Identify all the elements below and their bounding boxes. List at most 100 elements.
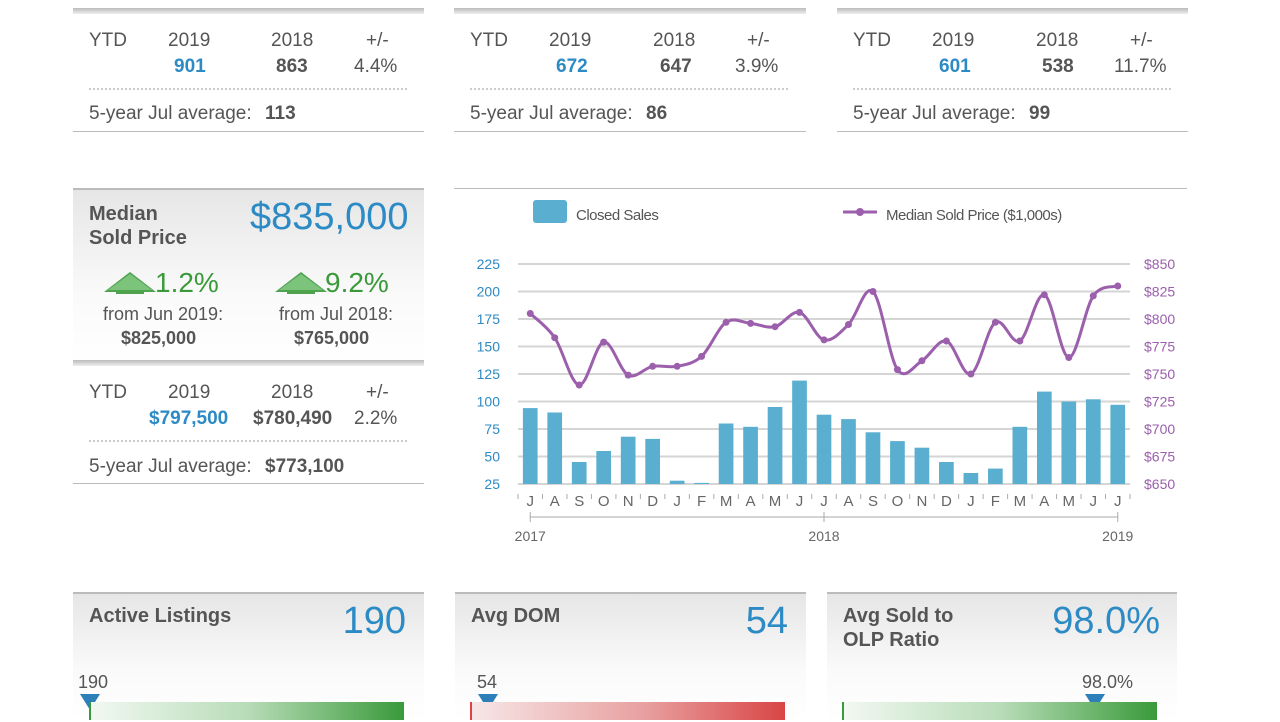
legend-line-marker — [856, 208, 864, 216]
right-axis-tick-label: $750 — [1144, 366, 1175, 382]
ytd-2019-value: 672 — [556, 56, 588, 77]
divider — [454, 131, 806, 132]
panel-top-bar — [73, 360, 424, 366]
bar — [620, 436, 636, 484]
legend-line-label: Median Sold Price ($1,000s) — [886, 207, 1062, 224]
divider — [73, 131, 424, 132]
from-last-year-label: from Jul 2018: — [279, 304, 394, 324]
bar — [694, 482, 709, 484]
bar — [743, 426, 758, 484]
from-last-month-value: $825,000 — [121, 328, 197, 348]
avg-label: 5-year Jul average: — [89, 456, 252, 477]
change-label: +/- — [366, 30, 389, 51]
ytd-change-value: 3.9% — [735, 56, 779, 77]
x-axis-tick-label: J — [820, 493, 828, 510]
card-background — [455, 592, 806, 722]
bar — [767, 407, 783, 484]
line-point — [747, 319, 755, 327]
year-2019-label: 2019 — [932, 30, 975, 51]
sales-price-chart: Closed Sales Median Sold Price ($1,000s)… — [477, 200, 1176, 544]
bar — [939, 462, 954, 484]
left-axis-tick-label: 150 — [477, 339, 501, 355]
median-price-line — [529, 284, 1119, 387]
x-axis-tick-label: M — [1014, 493, 1027, 510]
legend-bar-swatch — [533, 200, 567, 223]
line-point — [771, 323, 779, 331]
left-axis-tick-label: 200 — [477, 284, 501, 300]
ytd-change-value: 11.7% — [1114, 56, 1167, 77]
bar — [669, 480, 685, 484]
year-2019-label: 2019 — [549, 30, 592, 51]
ytd-2018-value: $780,490 — [253, 408, 333, 429]
divider — [837, 131, 1188, 132]
line-point — [1089, 292, 1097, 300]
line-point — [624, 371, 632, 379]
chart-top-divider — [454, 188, 1187, 189]
line-point — [673, 362, 681, 370]
left-axis-tick-label: 100 — [477, 394, 501, 410]
bar — [1012, 426, 1028, 484]
line-point — [1040, 291, 1048, 299]
x-axis-tick-label: D — [647, 493, 658, 510]
x-axis-tick-label: J — [673, 493, 681, 510]
left-axis-tick-label: 75 — [484, 421, 500, 437]
x-axis-tick-label: M — [769, 493, 782, 510]
change-label: +/- — [366, 382, 389, 403]
card-title-line1: Avg Sold to — [843, 605, 954, 627]
ytd-label: YTD — [89, 382, 127, 403]
ytd-2019-value: 901 — [174, 56, 206, 77]
card-value: 54 — [745, 600, 788, 642]
gauge-bar — [470, 702, 785, 720]
dotted-divider — [89, 440, 407, 442]
card-title: Avg Sold to OLP Ratio — [843, 604, 953, 652]
ytd-label: YTD — [89, 30, 127, 51]
x-axis-tick-label: A — [843, 493, 853, 510]
from-last-month-label: from Jun 2019: — [103, 304, 224, 324]
axes: 225 $850 200 $825 175 $800 150 $775 125 $750 100 $7… — [477, 256, 1176, 544]
line-point — [722, 318, 730, 326]
right-axis-tick-label: $775 — [1144, 339, 1175, 355]
up-arrow-icon — [275, 272, 327, 294]
bar — [1085, 399, 1101, 484]
line-point — [893, 366, 901, 374]
bar — [865, 432, 881, 484]
ytd-2019-value: $797,500 — [149, 408, 229, 429]
ytd-2019-value: 601 — [939, 56, 971, 77]
bar — [596, 451, 612, 484]
card-value: 190 — [342, 600, 406, 642]
ytd-change-value: 4.4% — [354, 56, 398, 77]
dotted-divider — [853, 88, 1171, 90]
x-axis-tick-label: A — [746, 493, 756, 510]
bar — [1061, 401, 1077, 484]
bar — [841, 419, 856, 484]
left-axis-tick-label: 125 — [477, 366, 501, 382]
bar — [522, 408, 538, 484]
avg-value: $773,100 — [265, 456, 345, 477]
line-point — [600, 338, 608, 346]
card-background — [827, 592, 1177, 722]
line-point — [796, 308, 804, 316]
gauge-marker-label: 54 — [477, 672, 498, 692]
change-from-last-month: 1.2% — [155, 267, 219, 298]
year-2018-label: 2018 — [271, 30, 314, 51]
panel-top-bar — [454, 8, 806, 14]
bar — [890, 441, 905, 484]
median-title-line2: Sold Price — [89, 227, 187, 249]
year-2018-label: 2018 — [1036, 30, 1079, 51]
x-axis-tick-label: A — [1039, 493, 1049, 510]
avg-label: 5-year Jul average: — [89, 103, 252, 124]
bar — [547, 412, 563, 484]
bar — [571, 462, 587, 484]
card-title-line2: OLP Ratio — [843, 629, 940, 651]
bar — [988, 468, 1003, 484]
avg-value: 113 — [265, 103, 296, 124]
x-axis-tick-label: O — [598, 493, 610, 510]
year-label: 2018 — [808, 528, 839, 544]
line-point — [844, 321, 852, 328]
x-axis-tick-label: J — [1090, 493, 1098, 510]
right-axis-tick-label: $725 — [1144, 394, 1175, 410]
x-axis-tick-label: D — [941, 493, 952, 510]
panel-top-bar — [837, 8, 1188, 14]
x-axis-tick-label: M — [720, 493, 733, 510]
change-label: +/- — [747, 30, 770, 51]
